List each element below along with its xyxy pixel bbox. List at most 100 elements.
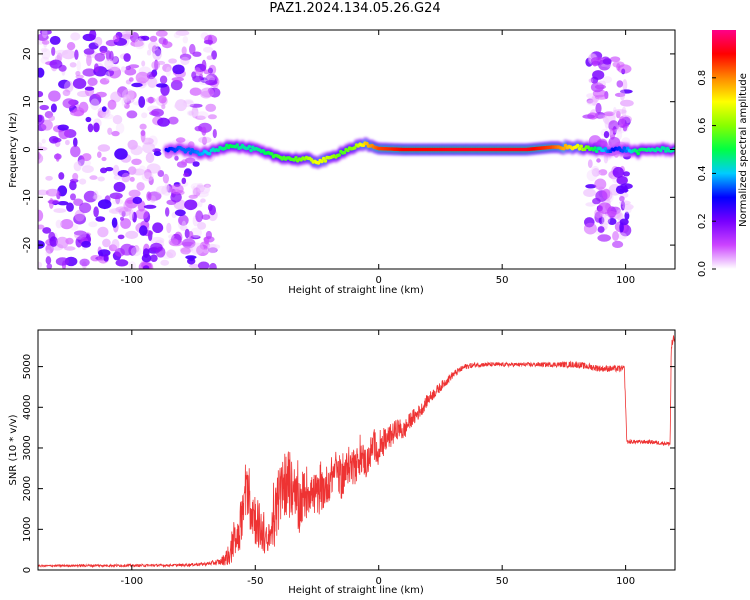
snr-series-layer [38,335,675,569]
spectrogram-noise-blob [169,184,184,195]
spectrogram-noise-blob [69,180,77,191]
spectrogram-ridge-point [270,152,274,156]
spectrogram-noise-blob [142,265,150,269]
spectrogram-noise-blob [78,101,89,113]
spectrogram-noise-blob [41,40,50,45]
spectrogram-noise-blob [58,172,65,180]
spectrogram-ridge-point [235,143,239,147]
spectrogram-noise-blob [38,91,44,98]
spectrogram-noise-blob [38,209,44,222]
spectrogram-noise-blob [591,96,598,106]
spectrogram-noise-blob [141,112,148,119]
spectrogram-noise-blob [151,60,161,70]
spectrogram-noise-blob [88,221,98,228]
spectrogram-noise-blob [614,92,626,97]
spectrogram-ridge-point [620,149,625,153]
spectrogram-noise-blob [75,70,81,77]
spectrogram-noise-blob [621,106,627,118]
x-tick-label: 100 [616,576,635,587]
spectrogram-noise-blob [40,119,53,131]
spectrogram-noise-blob [190,227,202,238]
spectrogram-noise-blob [117,234,125,240]
spectrogram-noise-blob [601,213,611,226]
spectrogram-noise-blob [188,231,194,239]
spectrogram-noise-blob [69,62,77,68]
spectrogram-noise-blob [602,76,613,84]
spectrogram-noise-blob [616,80,624,88]
spectrogram-noise-blob [608,120,619,132]
spectrogram-noise-blob [53,208,67,214]
spectrogram-noise-blob [174,155,179,161]
spectrogram-noise-blob [99,45,108,54]
spectrogram-noise-blob [40,47,48,53]
spectrogram-noise-blob [141,254,152,263]
spectrogram-noise-blob [601,63,612,68]
spectrogram-noise-blob [117,86,129,98]
spectrogram-noise-blob [132,196,143,204]
spectrogram-noise-blob [189,43,196,55]
spectrogram-noise-blob [38,224,45,230]
spectrogram-ridge-point [247,144,252,149]
spectrogram-noise-blob [149,110,160,116]
spectrogram-noise-blob [107,127,113,135]
spectrogram-noise-blob [124,102,130,109]
spectrogram-noise-blob [55,49,69,56]
spectrogram-noise-blob [618,116,626,127]
spectrogram-noise-blob [60,219,74,230]
spectrogram-noise-blob [196,111,209,119]
spectrogram-noise-blob [111,199,124,205]
spectrogram-noise-blob [148,135,158,147]
spectrogram-ridge-point [636,151,640,156]
spectrogram-noise-blob [620,200,626,211]
spectrogram-noise-blob [597,226,605,233]
spectrogram-noise-blob [38,153,44,164]
snr-y-axis: 0 1000 2000 3000 4000 5000 [22,354,675,573]
spectrogram-noise-blob [115,194,121,205]
spectrogram-noise-blob [592,70,605,80]
spectrogram-noise-blob [139,225,148,236]
spectrogram-noise-blob [101,106,107,112]
spectrogram-noise-blob [585,184,597,189]
spectrogram-noise-blob [189,87,202,96]
spectrogram-noise-blob [166,222,172,234]
spectrogram-noise-blob [45,256,52,265]
spectrogram-noise-blob [148,176,154,186]
spectrogram-noise-blob [74,230,87,236]
spectrogram-noise-blob [168,234,175,239]
spectrogram-noise-blob [206,243,218,254]
spectrogram-ridge-point [575,143,580,148]
spectrogram-noise-blob [73,137,78,148]
spectrogram-ridge-point [594,149,599,153]
spectrogram-noise-blob [141,137,154,145]
spectrogram-noise-blob [205,230,212,240]
spectrogram-noise-blob [586,93,595,99]
spectrogram-noise-blob [146,97,156,104]
spectrogram-noise-blob [593,171,602,176]
spectrogram-noise-blob [152,222,164,233]
spectrogram-noise-blob [105,50,111,61]
spectrogram-noise-blob [97,151,102,158]
spectrogram-noise-blob [175,30,190,36]
spectrogram-noise-blob [129,209,134,221]
spectrogram-noise-blob [160,259,170,266]
spectrogram-noise-blob [130,145,143,156]
spectrogram-noise-blob [62,89,71,97]
spectrogram-noise-blob [48,115,55,122]
spectrogram-noise-blob [619,196,625,202]
spectrogram-noise-blob [50,103,57,113]
spectrogram-noise-blob [132,211,137,223]
spectrogram-noise-blob [617,232,627,240]
spectrogram-noise-blob [64,80,74,93]
x-tick-label: 50 [496,275,509,286]
spectrogram-noise-blob [94,63,99,73]
spectrogram-noise-blob [74,49,79,60]
y-tick-label: 3000 [22,435,33,460]
colorbar-tick-label: 0.4 [697,165,708,181]
spectrogram-noise-blob [112,34,120,43]
spectrogram-noise-blob [124,67,137,76]
spectrogram-noise-blob [207,203,213,212]
spectrogram-noise-blob [613,109,627,114]
spectrogram-ridge-point [207,152,212,156]
spectrogram-noise-blob [189,103,203,108]
spectrogram-noise-blob [138,165,146,174]
